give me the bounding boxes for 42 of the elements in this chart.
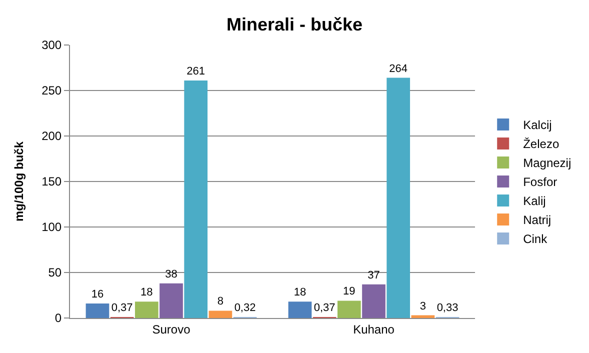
bar	[208, 310, 232, 318]
bar	[184, 80, 208, 318]
data-label: 16	[91, 288, 104, 300]
y-tick-label: 250	[42, 84, 62, 98]
x-tick-label: Kuhano	[353, 322, 395, 336]
bar	[86, 303, 110, 318]
legend-label: Natrij	[523, 213, 552, 228]
legend-label: Fosfor	[523, 175, 558, 190]
chart-title: Minerali - bučke	[226, 14, 363, 34]
data-label: 37	[368, 269, 380, 282]
bar	[134, 302, 158, 318]
x-tick-label: Surovo	[152, 322, 191, 336]
bar	[288, 302, 312, 318]
data-label: 0,37	[111, 302, 133, 314]
data-label: 0,32	[234, 302, 256, 314]
legend-label: Kalij	[523, 194, 546, 208]
bar	[411, 315, 435, 318]
bar	[160, 283, 183, 318]
data-label: 19	[343, 286, 356, 298]
data-label: 0,37	[314, 302, 336, 314]
data-label: 18	[294, 286, 306, 299]
data-label: 3	[420, 300, 426, 312]
y-tick-label: 300	[42, 38, 62, 52]
y-axis-title: mg/100g bučk	[12, 141, 26, 222]
bar	[386, 78, 410, 318]
legend-label: Železo	[523, 137, 560, 152]
bar	[337, 300, 361, 318]
y-tick-label: 100	[42, 220, 62, 234]
bar	[362, 284, 386, 318]
data-label: 18	[140, 286, 153, 299]
data-label: 38	[165, 268, 178, 280]
legend-label: Kalcij	[523, 118, 552, 132]
data-label: 264	[389, 62, 408, 75]
y-tick-label: 0	[54, 311, 62, 326]
y-tick-label: 150	[42, 174, 62, 189]
data-label: 0,33	[436, 302, 458, 314]
data-label: 261	[186, 65, 206, 78]
legend-label: Cink	[523, 232, 548, 246]
data-label: 8	[217, 296, 224, 308]
legend-label: Magnezij	[523, 156, 572, 170]
y-tick-label: 50	[48, 266, 62, 280]
y-tick-label: 200	[42, 129, 62, 144]
